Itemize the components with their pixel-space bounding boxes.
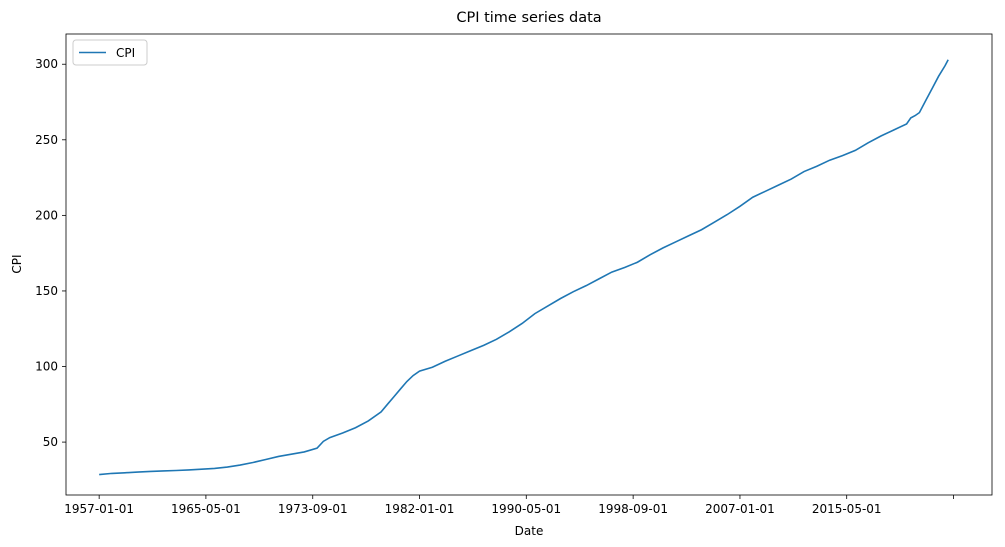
y-tick-label: 200 — [35, 208, 58, 222]
x-tick-label: 1982-01-01 — [385, 502, 455, 516]
x-tick-label: 2015-05-01 — [812, 502, 882, 516]
x-tick-label: 1957-01-01 — [64, 502, 134, 516]
series-line-cpi — [99, 59, 949, 476]
plot-frame — [65, 33, 993, 496]
y-axis-label: CPI — [10, 254, 24, 273]
x-tick-label: 1990-05-01 — [491, 502, 561, 516]
x-tick-label: 1998-09-01 — [598, 502, 668, 516]
x-tick-label: 1965-05-01 — [171, 502, 241, 516]
legend-box — [72, 39, 148, 66]
x-axis-label: Date — [515, 524, 544, 538]
y-tick-label: 250 — [35, 133, 58, 147]
x-axis: 1957-01-01 1965-05-01 1973-09-01 1982-01-01… — [64, 495, 954, 516]
y-tick-label: 150 — [35, 284, 58, 298]
legend-label-cpi: CPI — [116, 46, 135, 60]
legend: CPI — [72, 39, 148, 66]
y-tick-label: 50 — [43, 435, 58, 449]
y-tick-label: 300 — [35, 57, 58, 71]
y-tick-label: 100 — [35, 360, 58, 374]
chart-title: CPI time series data — [456, 10, 601, 26]
x-tick-label: 1973-09-01 — [278, 502, 348, 516]
x-tick-label: 2007-01-01 — [705, 502, 775, 516]
y-axis: 50 100 150 200 250 300 — [35, 57, 66, 449]
